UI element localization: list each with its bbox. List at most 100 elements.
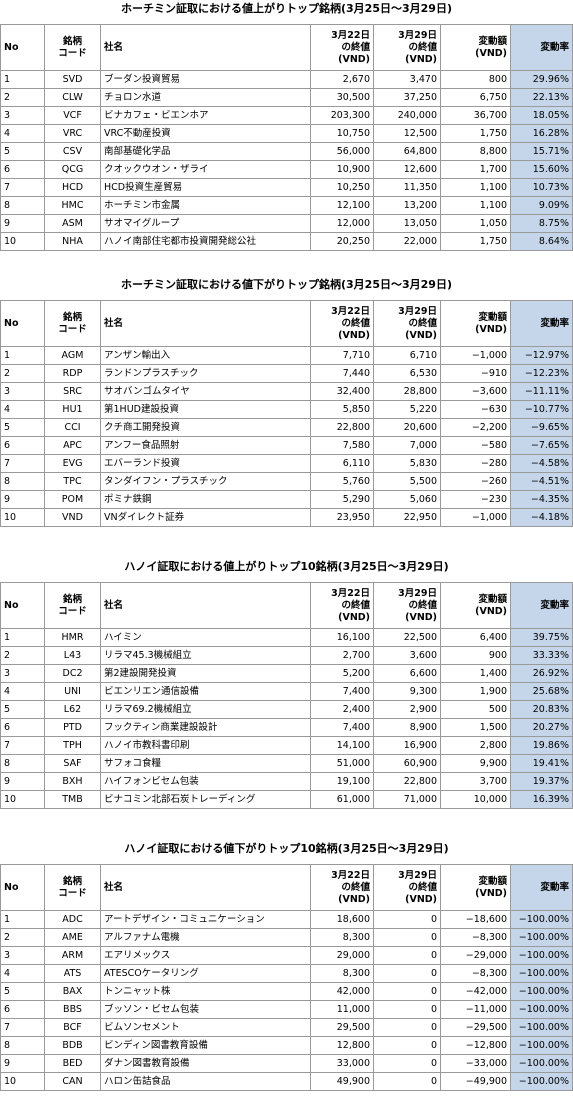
table-cell: −12.23% xyxy=(510,364,573,383)
table-cell: BBS xyxy=(44,1000,101,1019)
table-row: 3 SRC サオバンゴムタイヤ 32,400 28,800 −3,600 −11.11% xyxy=(0,382,573,401)
table-cell: VRC不動産投資 xyxy=(100,124,311,143)
table-cell: 8,300 xyxy=(310,928,374,947)
table-cell: 900 xyxy=(440,646,511,665)
table-row: 7 EVG エバーランド投資 6,110 5,830 −280 −4.58% xyxy=(0,454,573,473)
table-cell: 22,000 xyxy=(373,232,441,251)
table-cell: HMR xyxy=(44,628,101,647)
table-cell: 500 xyxy=(440,700,511,719)
table-row: 1 ADC アートデザイン・コミュニケーション 18,600 0 −18,600 −100.… xyxy=(0,910,573,929)
table-cell: 22,800 xyxy=(373,772,441,791)
table-cell: 2 xyxy=(0,928,45,947)
table-cell: 36,700 xyxy=(440,106,511,125)
table-cell: 16,100 xyxy=(310,628,374,647)
table-cell: ハノイ南部住宅都市投資開発総公社 xyxy=(100,232,311,251)
table-cell: SRC xyxy=(44,382,101,401)
table-cell: −29,000 xyxy=(440,946,511,965)
table-cell: 0 xyxy=(373,928,441,947)
header-cell: 変動額 (VND) xyxy=(440,300,511,347)
table-cell: フックティン商業建設設計 xyxy=(100,718,311,737)
table-cell: ハノイ市教科書印刷 xyxy=(100,736,311,755)
header-cell: 3月29日 の終値 (VND) xyxy=(373,582,441,629)
table-cell: アートデザイン・コミュニケーション xyxy=(100,910,311,929)
table-cell: AME xyxy=(44,928,101,947)
table-cell: 5 xyxy=(0,700,45,719)
table-cell: 6,530 xyxy=(373,364,441,383)
table-row: 4 UNI ビエンリエン通信設備 7,400 9,300 1,900 25.68% xyxy=(0,682,573,701)
table-cell: 42,000 xyxy=(310,982,374,1001)
table-section: ハノイ証取における値上がりトップ10銘柄(3月25日～3月29日) No 銘柄 コー… xyxy=(0,558,573,809)
table-cell: 12,500 xyxy=(373,124,441,143)
header-row: No 銘柄 コード 社名 3月22日 の終値 (VND) 3月29日 の終値 (VND)… xyxy=(0,24,573,71)
table-cell: 1 xyxy=(0,628,45,647)
table-section: ハノイ証取における値下がりトップ10銘柄(3月25日～3月29日) No 銘柄 コー… xyxy=(0,840,573,1091)
table-cell: −12.97% xyxy=(510,346,573,365)
table-cell: 800 xyxy=(440,70,511,89)
table-cell: 20,250 xyxy=(310,232,374,251)
table-cell: HCD投資生産貿易 xyxy=(100,178,311,197)
table-cell: ビナコミン北部石炭トレーディング xyxy=(100,790,311,809)
table-cell: リラマ69.2機械組立 xyxy=(100,700,311,719)
table-cell: ホーチミン市金属 xyxy=(100,196,311,215)
table-cell: −9.65% xyxy=(510,418,573,437)
table-row: 4 VRC VRC不動産投資 10,750 12,500 1,750 16.28% xyxy=(0,124,573,143)
table-cell: アルファナム電機 xyxy=(100,928,311,947)
table-cell: 7,710 xyxy=(310,346,374,365)
table-cell: 3,600 xyxy=(373,646,441,665)
table-cell: 29,000 xyxy=(310,946,374,965)
table-cell: 8 xyxy=(0,472,45,491)
table-cell: 4 xyxy=(0,400,45,419)
table-row: 10 CAN ハロン缶詰食品 49,900 0 −49,900 −100.00% xyxy=(0,1072,573,1091)
table-cell: 5,290 xyxy=(310,490,374,509)
header-cell: 銘柄 コード xyxy=(44,24,101,71)
table-cell: BED xyxy=(44,1054,101,1073)
table-cell: 6,600 xyxy=(373,664,441,683)
header-cell: No xyxy=(0,582,45,629)
table-cell: −4.35% xyxy=(510,490,573,509)
table-row: 2 AME アルファナム電機 8,300 0 −8,300 −100.00% xyxy=(0,928,573,947)
table-cell: チョロン水道 xyxy=(100,88,311,107)
table-cell: CSV xyxy=(44,142,101,161)
table-cell: 1 xyxy=(0,910,45,929)
table-cell: −630 xyxy=(440,400,511,419)
table-row: 4 HU1 第1HUD建設投資 5,850 5,220 −630 −10.77% xyxy=(0,400,573,419)
table-cell: PTD xyxy=(44,718,101,737)
header-row: No 銘柄 コード 社名 3月22日 の終値 (VND) 3月29日 の終値 (VND)… xyxy=(0,864,573,911)
table-cell: 12,600 xyxy=(373,160,441,179)
table-cell: 26.92% xyxy=(510,664,573,683)
table-row: 10 VND VNダイレクト証券 23,950 22,950 −1,000 −4.18% xyxy=(0,508,573,527)
table-section: ホーチミン証取における値下がりトップ銘柄(3月25日～3月29日) No 銘柄 コー… xyxy=(0,276,573,527)
table-cell: 9 xyxy=(0,772,45,791)
table-row: 9 POM ポミナ鉄鋼 5,290 5,060 −230 −4.35% xyxy=(0,490,573,509)
header-cell: No xyxy=(0,24,45,71)
table-cell: クオックウオン・ザライ xyxy=(100,160,311,179)
table-cell: 22,500 xyxy=(373,628,441,647)
table-cell: エバーランド投資 xyxy=(100,454,311,473)
table-cell: ADC xyxy=(44,910,101,929)
table-row: 4 ATS ATESCOケータリング 8,300 0 −8,300 −100.00% xyxy=(0,964,573,983)
header-cell: 変動率 xyxy=(510,24,573,71)
table-cell: 9,300 xyxy=(373,682,441,701)
table-cell: アンフー食品照射 xyxy=(100,436,311,455)
header-cell: 3月29日 の終値 (VND) xyxy=(373,300,441,347)
table-row: 3 ARM エアリメックス 29,000 0 −29,000 −100.00% xyxy=(0,946,573,965)
table-cell: 8 xyxy=(0,1036,45,1055)
table-cell: 6 xyxy=(0,436,45,455)
table-cell: −100.00% xyxy=(510,1018,573,1037)
table-cell: 22,800 xyxy=(310,418,374,437)
table-cell: 6,710 xyxy=(373,346,441,365)
table-cell: 7,440 xyxy=(310,364,374,383)
table-row: 8 TPC タンダイフン・プラスチック 5,760 5,500 −260 −4.51% xyxy=(0,472,573,491)
table-title: ホーチミン証取における値下がりトップ銘柄(3月25日～3月29日) xyxy=(121,278,452,291)
table-cell: 5,060 xyxy=(373,490,441,509)
table-cell: 1,050 xyxy=(440,214,511,233)
table-cell: 16.28% xyxy=(510,124,573,143)
table-cell: VCF xyxy=(44,106,101,125)
header-cell: 3月22日 の終値 (VND) xyxy=(310,582,374,629)
table-cell: NHA xyxy=(44,232,101,251)
table-cell: 6 xyxy=(0,718,45,737)
table-title: ホーチミン証取における値上がりトップ銘柄(3月25日～3月29日) xyxy=(121,2,452,15)
table-cell: L62 xyxy=(44,700,101,719)
table-cell: 39.75% xyxy=(510,628,573,647)
table-cell: ATESCOケータリング xyxy=(100,964,311,983)
